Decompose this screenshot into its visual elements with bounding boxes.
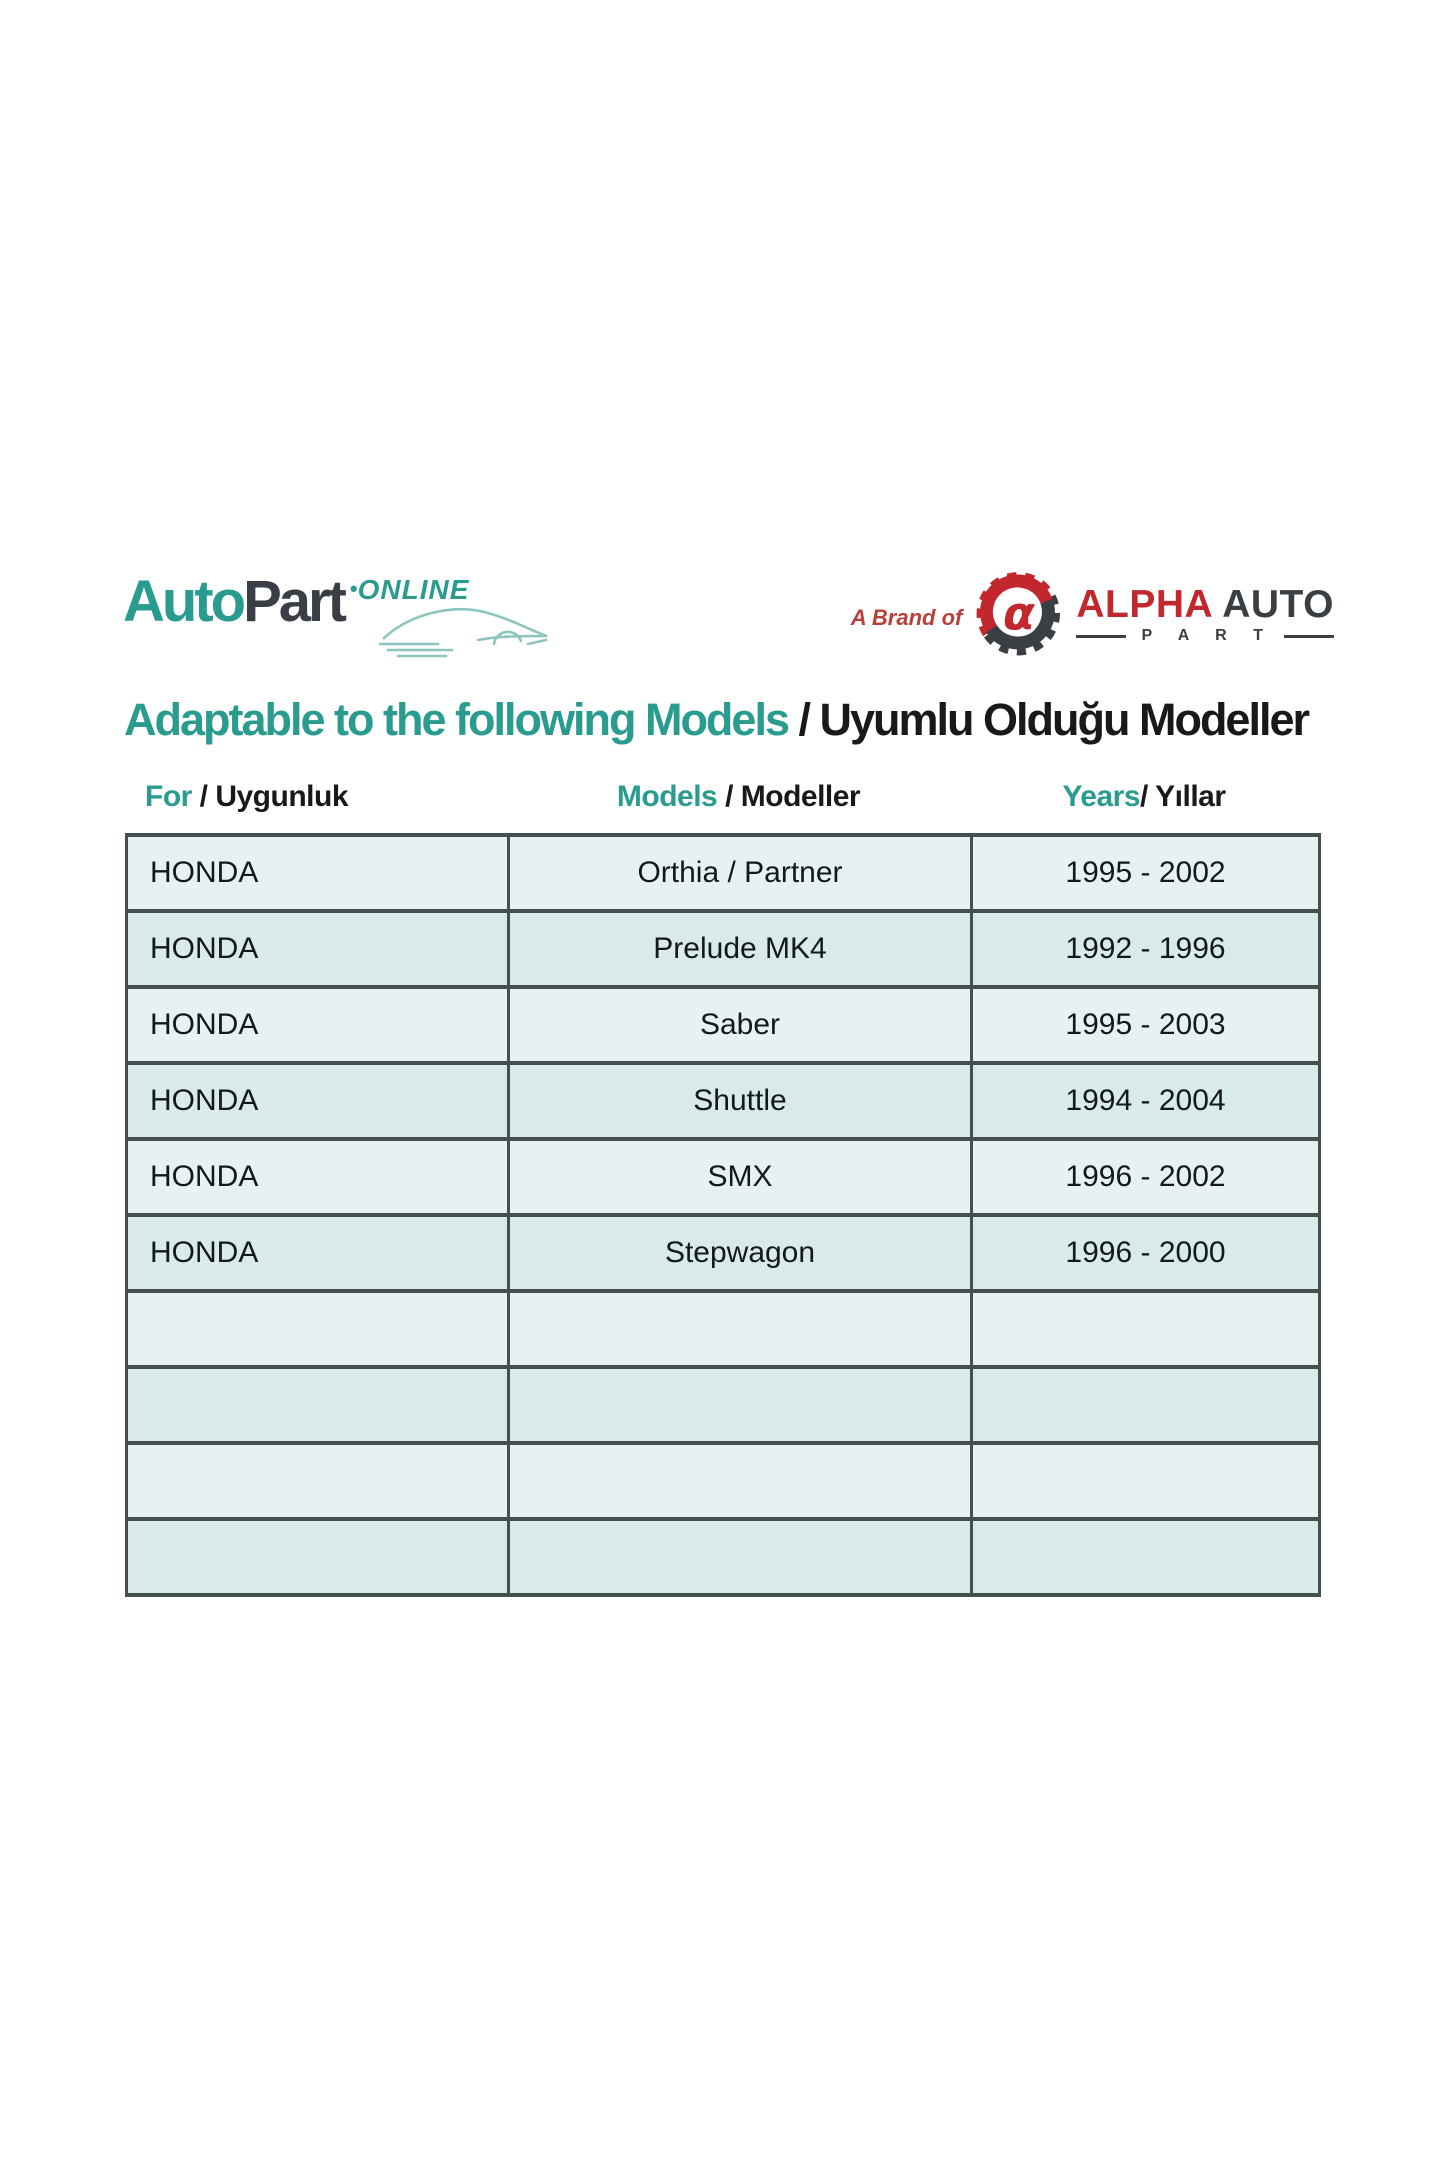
col-header-for-tr: / Uygunluk [191, 780, 349, 813]
autopart-logo: AutoPart •ONLINE [123, 568, 548, 678]
col-header-models-en: Models [616, 780, 718, 813]
car-silhouette-icon [378, 608, 548, 658]
cell-make: HONDA [125, 985, 510, 1065]
cell-make: HONDA [125, 909, 510, 989]
column-headers: For / Uygunluk Models / Modeller Years/ … [125, 780, 1318, 814]
cell-make [125, 1289, 510, 1369]
col-header-models-tr: / Modeller [717, 780, 861, 813]
autopart-logo-wordmark: AutoPart [123, 569, 347, 634]
cell-years [970, 1517, 1321, 1597]
col-header-models: Models / Modeller [507, 780, 970, 814]
cell-years: 1996 - 2002 [970, 1137, 1321, 1217]
cell-model [507, 1365, 973, 1445]
autopart-logo-auto: Auto [123, 569, 246, 634]
table-row: HONDA Stepwagon 1996 - 2000 [125, 1213, 1321, 1293]
part-divider-left-line [1076, 634, 1127, 638]
cell-years [970, 1365, 1321, 1445]
part-divider-right-line [1283, 634, 1334, 638]
cell-make: HONDA [125, 1213, 510, 1293]
cell-model [507, 1441, 973, 1521]
autopart-logo-online: ONLINE [357, 574, 470, 605]
svg-text:α: α [1003, 587, 1036, 641]
page-title-en: Adaptable to the following Models [124, 694, 790, 745]
table-row [125, 1517, 1321, 1597]
cell-model: Saber [507, 985, 973, 1065]
col-header-for-en: For [145, 780, 192, 813]
cell-make: HONDA [125, 1137, 510, 1217]
cell-model: Stepwagon [507, 1213, 973, 1293]
online-dot-icon: • [349, 576, 358, 601]
col-header-years-en: Years [1062, 780, 1141, 813]
table-row: HONDA SMX 1996 - 2002 [125, 1137, 1321, 1217]
cell-make [125, 1365, 510, 1445]
table-row [125, 1365, 1321, 1445]
cell-make [125, 1441, 510, 1521]
compat-table-body: HONDA Orthia / Partner 1995 - 2002 HONDA… [125, 833, 1321, 1597]
table-row: HONDA Saber 1995 - 2003 [125, 985, 1321, 1065]
alpha-logo-auto: AUTO [1222, 582, 1334, 626]
alpha-logo-part: P A R T [1141, 627, 1274, 645]
alpha-logo-alpha: ALPHA [1076, 582, 1214, 626]
page-title: Adaptable to the following Models / Uyum… [124, 694, 1310, 746]
col-header-years-tr: / Yıllar [1140, 780, 1226, 813]
col-header-years: Years/ Yıllar [970, 780, 1318, 814]
cell-model: Shuttle [507, 1061, 973, 1141]
table-row [125, 1441, 1321, 1521]
alpha-brand-block: A Brand of α ALPHA AUTO P A R T [851, 572, 1334, 658]
table-row: HONDA Prelude MK4 1992 - 1996 [125, 909, 1321, 989]
cell-years: 1995 - 2002 [970, 833, 1321, 913]
col-header-for: For / Uygunluk [125, 780, 507, 814]
table-row: HONDA Shuttle 1994 - 2004 [125, 1061, 1321, 1141]
cell-years [970, 1441, 1321, 1521]
brand-of-label: A Brand of [850, 605, 963, 630]
autopart-logo-part: Part [243, 569, 347, 634]
cell-years: 1994 - 2004 [970, 1061, 1321, 1141]
table-row: HONDA Orthia / Partner 1995 - 2002 [125, 833, 1321, 913]
autopart-logo-online-wrap: •ONLINE [350, 574, 469, 606]
cell-make: HONDA [125, 1061, 510, 1141]
cell-make: HONDA [125, 833, 510, 913]
compatibility-table: HONDA Orthia / Partner 1995 - 2002 HONDA… [125, 833, 1321, 1597]
cell-years [970, 1289, 1321, 1369]
cell-model: Orthia / Partner [507, 833, 973, 913]
cell-model [507, 1517, 973, 1597]
cell-years: 1995 - 2003 [970, 985, 1321, 1065]
cell-years: 1996 - 2000 [970, 1213, 1321, 1293]
cell-years: 1992 - 1996 [970, 909, 1321, 989]
cell-make [125, 1517, 510, 1597]
cell-model: SMX [507, 1137, 973, 1217]
cell-model [507, 1289, 973, 1369]
page-title-tr: / Uyumlu Olduğu Modeller [787, 694, 1310, 745]
alpha-part-line: P A R T [1076, 627, 1334, 645]
alpha-wordmark: ALPHA AUTO P A R T [1076, 582, 1334, 646]
table-row [125, 1289, 1321, 1369]
alpha-gear-icon: α [976, 572, 1061, 656]
cell-model: Prelude MK4 [507, 909, 973, 989]
